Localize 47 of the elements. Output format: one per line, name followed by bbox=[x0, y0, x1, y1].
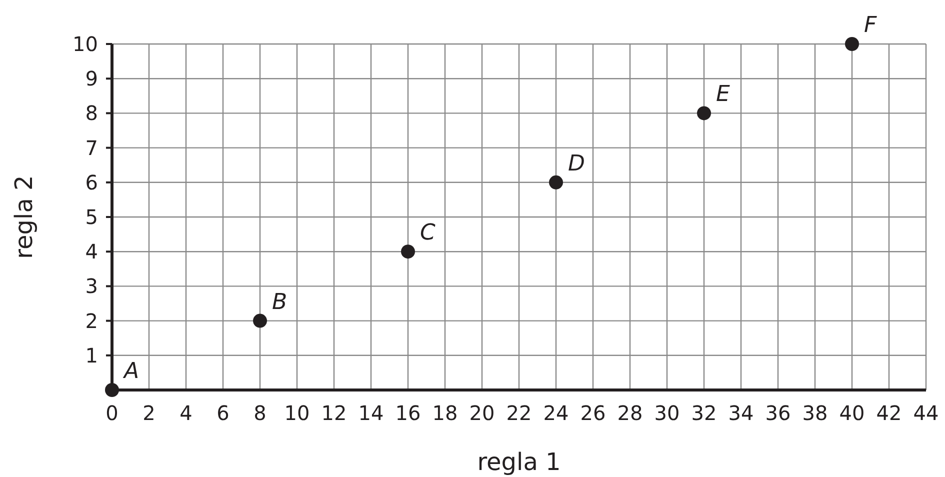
x-tick-label: 38 bbox=[802, 401, 828, 425]
x-tick-label: 18 bbox=[432, 401, 458, 425]
point bbox=[253, 314, 267, 328]
y-tick-label: 5 bbox=[85, 205, 98, 229]
x-tick-label: 34 bbox=[728, 401, 754, 425]
point bbox=[845, 37, 859, 51]
x-axis-title: regla 1 bbox=[477, 448, 561, 476]
x-tick-label: 14 bbox=[358, 401, 384, 425]
y-tick-label: 1 bbox=[85, 343, 98, 368]
x-tick-label: 32 bbox=[691, 401, 717, 425]
y-tick-label: 3 bbox=[85, 274, 98, 298]
annotation: E bbox=[716, 82, 730, 108]
x-tick-label: 4 bbox=[180, 401, 192, 425]
annotation: F bbox=[864, 13, 877, 38]
x-tick-label: 36 bbox=[765, 401, 791, 425]
y-tick-label: 6 bbox=[85, 170, 98, 194]
x-tick-label: 26 bbox=[580, 401, 606, 425]
annotation: C bbox=[420, 220, 436, 246]
annotation: D bbox=[568, 151, 585, 176]
y-axis-title: regla 2 bbox=[10, 175, 38, 259]
point bbox=[697, 106, 711, 120]
point bbox=[401, 244, 415, 259]
x-tick-label: 2 bbox=[142, 401, 156, 425]
x-tick-label: 30 bbox=[654, 401, 680, 425]
y-tick-label: 7 bbox=[85, 136, 98, 160]
x-tick-label: 8 bbox=[254, 401, 266, 425]
y-tick-label: 9 bbox=[85, 66, 98, 91]
y-tick-label: 8 bbox=[85, 101, 98, 126]
x-tick-label: 0 bbox=[106, 401, 118, 425]
x-tick-label: 24 bbox=[543, 401, 569, 425]
x-tick-label: 10 bbox=[284, 401, 310, 425]
x-tick-label: 44 bbox=[913, 401, 939, 425]
x-tick-label: 42 bbox=[876, 401, 902, 425]
x-tick-label: 22 bbox=[506, 401, 532, 425]
x-tick-label: 6 bbox=[216, 401, 230, 425]
x-tick-label: 12 bbox=[321, 401, 347, 425]
x-tick-label: 20 bbox=[469, 401, 495, 425]
y-tick-label: 2 bbox=[85, 308, 98, 333]
point bbox=[105, 383, 119, 397]
x-tick-label: 16 bbox=[395, 401, 421, 425]
annotation: B bbox=[272, 290, 288, 315]
y-tick-label: 4 bbox=[85, 240, 98, 264]
x-tick-label: 40 bbox=[839, 401, 865, 425]
y-tick-label: 10 bbox=[72, 32, 98, 56]
x-tick-label: 28 bbox=[617, 401, 643, 425]
annotation: A bbox=[122, 359, 140, 384]
point bbox=[549, 175, 563, 190]
